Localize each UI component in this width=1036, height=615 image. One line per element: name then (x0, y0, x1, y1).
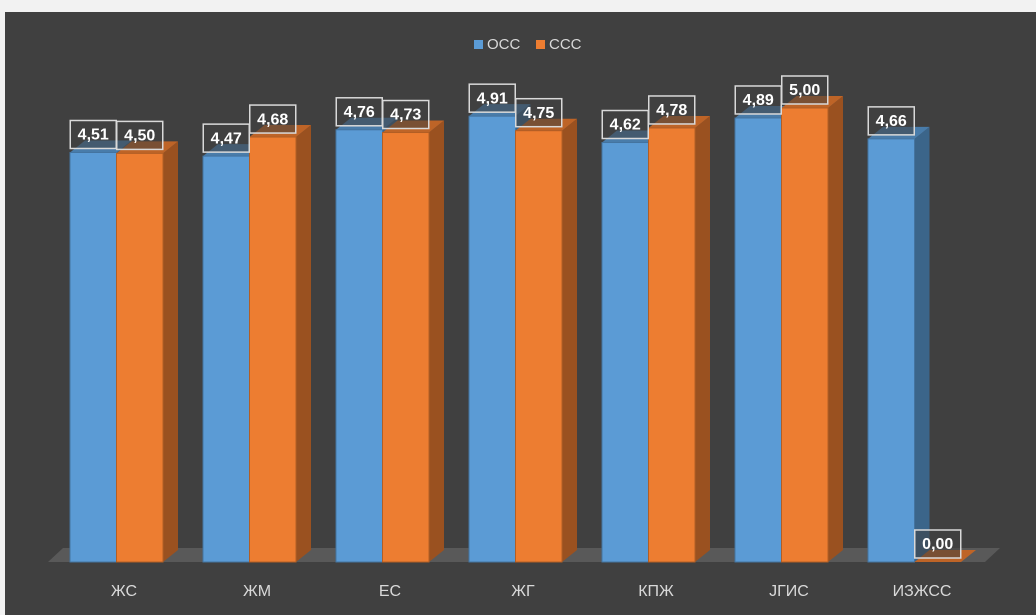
bar (781, 107, 829, 563)
x-tick-label: ЈГИС (769, 583, 809, 600)
value-label-box (249, 104, 297, 134)
value-label-box (914, 529, 962, 559)
value-label-box (734, 85, 782, 115)
value-label: 4,66 (876, 113, 907, 130)
value-label-box (601, 109, 649, 140)
x-tick-label: ЖМ (243, 583, 271, 600)
x-tick-label: ЖС (111, 583, 137, 600)
value-label-box (468, 83, 516, 113)
bar-side (163, 141, 178, 562)
value-label: 4,75 (523, 105, 554, 122)
bar (648, 127, 696, 563)
bar (515, 130, 563, 563)
value-label-box (867, 106, 915, 136)
value-label-box (116, 120, 164, 151)
bar (734, 117, 782, 563)
legend-label: ССС (549, 36, 582, 53)
bar-side (695, 115, 710, 562)
bar (867, 138, 915, 563)
bar (468, 115, 516, 563)
bar-side (914, 126, 930, 562)
bar-side (296, 125, 311, 562)
value-label: 4,78 (656, 102, 687, 119)
value-label: 0,00 (922, 536, 953, 553)
value-label: 4,50 (124, 128, 155, 145)
bar (249, 136, 297, 563)
value-label-box (515, 97, 563, 128)
value-label: 4,76 (344, 104, 375, 121)
value-label: 4,51 (78, 127, 109, 144)
x-tick-label: КПЖ (638, 583, 674, 600)
value-label: 4,73 (390, 107, 421, 124)
bar (69, 151, 117, 563)
value-label: 4,62 (610, 117, 641, 134)
value-label: 4,47 (211, 130, 242, 147)
value-label: 4,89 (743, 92, 774, 109)
legend-label: ОСС (487, 36, 521, 53)
bar (202, 155, 250, 563)
bar (116, 152, 164, 563)
x-tick-label: ЖГ (511, 583, 535, 600)
bar (382, 132, 430, 563)
legend-swatch (474, 40, 483, 49)
value-label-box (382, 99, 430, 130)
bar-side (562, 118, 577, 562)
value-label-box (648, 95, 696, 125)
value-label-box (781, 75, 829, 105)
bar-side (828, 96, 843, 562)
value-label: 4,68 (257, 111, 288, 128)
x-tick-label: ЕС (379, 583, 401, 600)
x-tick-label: ИЗЖСС (893, 583, 952, 600)
legend-swatch (536, 40, 545, 49)
bar-side (429, 120, 444, 563)
value-label-box (202, 123, 250, 153)
value-label-box (69, 119, 117, 150)
bar (335, 129, 383, 563)
value-label: 5,00 (789, 82, 820, 99)
bar (601, 142, 649, 563)
value-label: 4,91 (477, 90, 508, 107)
